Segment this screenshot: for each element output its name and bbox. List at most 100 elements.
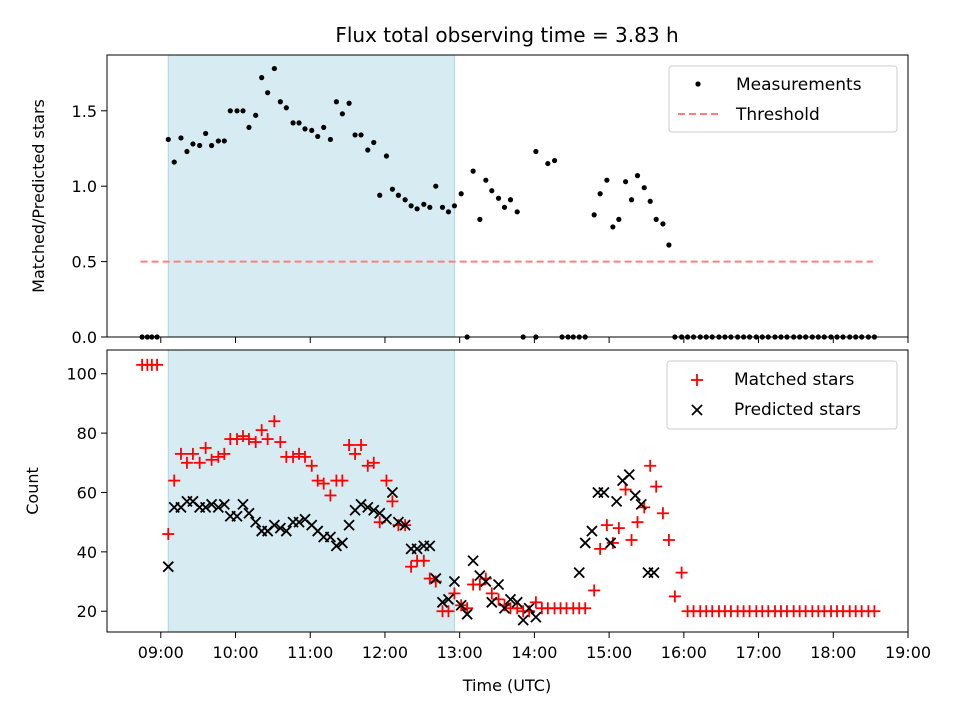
bottom-x-ticks: 09:00 10:00 11:00 12:00 13:00 14:00 15:00 16:00… [138,632,931,662]
y-tick-label: 1.0 [72,177,97,196]
measurement-point [641,185,647,191]
matched-point [186,447,199,460]
matched-point [619,483,632,496]
bottom-panel: 20 40 60 80 100 09:00 10:00 11:00 12:00 13:00 14:… [23,349,931,695]
predicted-point [355,498,367,510]
predicted-point [250,516,262,528]
measurement-point [221,138,227,144]
predicted-point [492,578,505,591]
matched-point [485,587,498,600]
matched-point [268,415,281,428]
measurement-point [309,127,315,134]
measurement-point [622,179,629,185]
matched-point [625,533,638,546]
predicted-point [573,566,585,579]
predicted-point [436,596,449,608]
matched-point [311,474,324,487]
measurement-point [234,108,240,114]
measurement-point [321,124,327,130]
predicted-point [237,498,249,510]
bottom-legend-box [666,360,898,430]
x-tick-label: 10:00 [212,643,258,662]
measurement-point [184,148,190,155]
measurement-point [402,197,408,203]
predicted-point [610,495,623,508]
measurement-point [271,65,277,72]
legend-predicted-marker [691,404,703,416]
matched-point [231,433,244,446]
chart-title: Flux total observing time = 3.83 h [335,23,678,47]
predicted-point [623,469,635,481]
matched-point [380,474,393,487]
measurement-point [501,204,508,210]
measurement-point [389,186,396,192]
matched-point [448,587,461,600]
matched-point [255,424,268,437]
predicted-point [604,537,617,549]
measurement-point [414,206,420,212]
measurement-point [171,159,177,165]
predicted-point [486,596,498,608]
top-panel: 0.0 0.5 1.0 1.5 Matched/Predicted stars Mea… [29,54,909,347]
measurement-point [660,221,666,227]
predicted-point [212,501,224,513]
measurement-point [477,216,483,222]
x-tick-label: 19:00 [885,643,931,662]
measurement-point [358,132,364,138]
measurement-point [533,148,539,155]
predicted-point [442,593,455,605]
y-tick-label: 0.5 [72,253,97,272]
predicted-point [199,501,212,513]
measurement-point [383,153,390,159]
measurement-point [346,100,352,106]
measurement-point [551,157,558,164]
measurement-point [190,141,196,147]
measurement-point [333,99,339,105]
measurement-point [253,112,259,118]
matched-point [212,450,225,463]
predicted-point [448,575,461,588]
matched-point [249,436,262,449]
matched-point [317,477,330,490]
measurement-point [433,183,439,189]
matched-point [361,459,374,472]
measurement-point [628,197,635,203]
matched-point [218,447,231,460]
measurement-point [395,192,402,198]
measurement-point [421,201,427,207]
predicted-point [280,525,292,537]
matched-point [274,436,287,449]
measurement-point [327,136,334,143]
measurement-point [647,198,653,204]
measurement-point [591,212,597,218]
predicted-point [162,561,174,573]
measurement-point [470,168,476,174]
measurement-point [352,132,358,138]
top-legend-box [668,65,898,133]
x-tick-label: 13:00 [437,643,483,662]
predicted-point [380,513,393,525]
legend-measurements-label: Measurements [736,75,862,95]
matched-point [193,456,206,469]
matched-point [600,519,613,532]
matched-point [349,447,362,460]
predicted-point [293,516,305,528]
measurement-point [283,105,289,111]
predicted-point [598,486,610,499]
bottom-shaded-span [167,349,455,633]
y-tick-label: 60 [77,483,97,502]
measurement-point [197,142,203,149]
measurement-point [634,173,641,179]
measurement-point [290,120,296,126]
bottom-y-ticks: 20 40 60 80 100 [66,365,107,621]
measurement-point [277,99,283,105]
x-tick-label: 14:00 [511,643,557,662]
measurement-point [610,224,616,230]
matched-point [631,516,644,529]
top-legend: Measurements Threshold [668,65,898,133]
measurement-point [451,203,458,209]
measurement-point [427,204,433,210]
predicted-point [274,522,286,534]
measurement-point [495,195,502,201]
